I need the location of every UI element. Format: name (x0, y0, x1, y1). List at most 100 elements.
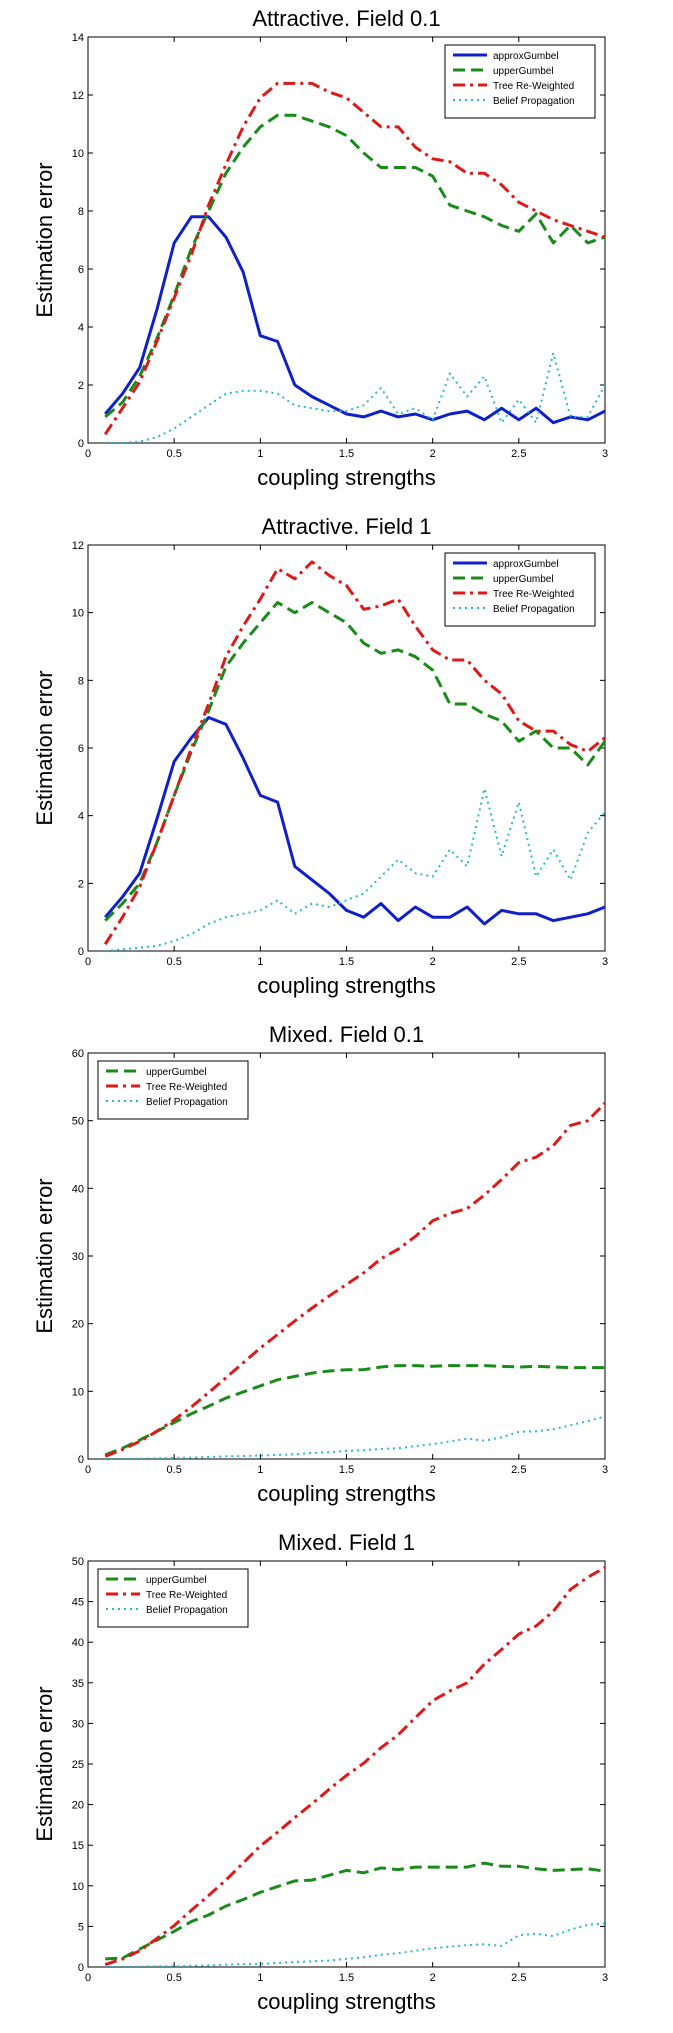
legend-entry: approxGumbel (493, 51, 559, 62)
y-tick-label: 15 (72, 1840, 84, 1852)
y-axis-label: Estimation error (32, 670, 57, 825)
x-axis-label: coupling strengths (257, 973, 436, 998)
series-line-tree-re-weighted (103, 81, 605, 436)
y-tick-label: 10 (72, 1386, 84, 1398)
legend-entry: Belief Propagation (493, 604, 575, 615)
x-tick-label: 1.5 (339, 448, 354, 460)
legend-entry: Belief Propagation (146, 1605, 228, 1616)
y-tick-label: 4 (78, 322, 84, 334)
x-tick-label: 2 (430, 956, 436, 968)
x-tick-label: 3 (602, 1972, 608, 1984)
x-tick-label: 2.5 (511, 1464, 526, 1476)
y-tick-label: 6 (78, 264, 84, 276)
x-axis-label: coupling strengths (257, 465, 436, 490)
legend-entry: Belief Propagation (493, 96, 575, 107)
series-line-uppergumbel (104, 113, 605, 419)
x-tick-label: 3 (602, 956, 608, 968)
chart-svg: Attractive. Field 1 0 0.5 1 1.5 2 2.5 3 0 2 4 6 8 10 1… (32, 514, 608, 998)
y-tick-label: 4 (78, 811, 84, 823)
y-tick-label: 8 (78, 206, 84, 218)
x-tick-label: 2 (430, 1464, 436, 1476)
legend-box (444, 552, 596, 627)
x-tick-label: 2 (430, 448, 436, 460)
y-tick-label: 12 (72, 90, 84, 102)
x-tick-label: 0.5 (167, 1972, 182, 1984)
y-tick-label: 20 (72, 1319, 84, 1331)
legend: upperGumbel Tree Re-Weighted Belief Propag… (97, 1568, 249, 1628)
y-tick-label: 50 (72, 1556, 84, 1568)
x-tick-label: 0 (85, 1972, 91, 1984)
legend: approxGumbel upperGumbel Tree Re-Weighted B… (444, 44, 596, 119)
x-axis-label: coupling strengths (257, 1989, 436, 2014)
chart-panel: Mixed. Field 0.1 0 0.5 1 1.5 2 2.5 3 0 10 20 30 40 50… (0, 1016, 673, 1524)
plot-area (87, 1560, 606, 1968)
y-tick-label: 30 (72, 1718, 84, 1730)
series-line-uppergumbel (104, 1364, 605, 1457)
legend-box (97, 1060, 249, 1120)
legend-entry: Belief Propagation (146, 1097, 228, 1108)
legend: upperGumbel Tree Re-Weighted Belief Propag… (97, 1060, 249, 1120)
y-tick-label: 5 (78, 1921, 84, 1933)
y-tick-label: 0 (78, 946, 84, 958)
y-tick-label: 10 (72, 1881, 84, 1893)
y-tick-label: 8 (78, 675, 84, 687)
series-line-tree-re-weighted (103, 560, 605, 946)
legend-entry: upperGumbel (146, 1575, 207, 1586)
x-axis-label: coupling strengths (257, 1481, 436, 1506)
x-tick-label: 1.5 (339, 1972, 354, 1984)
y-tick-label: 2 (78, 878, 84, 890)
x-tick-label: 1.5 (339, 956, 354, 968)
series-line-tree-re-weighted (104, 1566, 605, 1967)
y-tick-label: 45 (72, 1597, 84, 1609)
legend-entry: approxGumbel (493, 559, 559, 570)
y-tick-label: 10 (72, 608, 84, 620)
y-tick-label: 25 (72, 1759, 84, 1771)
y-tick-label: 14 (72, 32, 84, 44)
y-tick-label: 0 (78, 1962, 84, 1974)
chart-panel: Attractive. Field 1 0 0.5 1 1.5 2 2.5 3 0 2 4 6 8 10 1… (0, 508, 673, 1016)
x-tick-label: 1 (257, 1972, 263, 1984)
x-tick-label: 0.5 (167, 1464, 182, 1476)
legend-entry: upperGumbel (493, 574, 554, 585)
series-line-approxgumbel (104, 215, 605, 425)
chart-title: Attractive. Field 0.1 (252, 6, 440, 31)
x-tick-label: 1 (257, 956, 263, 968)
series-line-belief-propagation (105, 787, 605, 951)
x-tick-label: 0 (85, 1464, 91, 1476)
legend-entry: upperGumbel (493, 66, 554, 77)
series-line-uppergumbel (105, 1861, 605, 1961)
legend-box (97, 1568, 249, 1628)
series-line-belief-propagation (105, 1922, 605, 1967)
x-tick-label: 0.5 (167, 956, 182, 968)
x-tick-label: 3 (602, 1464, 608, 1476)
series-line-approxgumbel (104, 716, 605, 926)
y-tick-label: 0 (78, 438, 84, 450)
chart-panel: Mixed. Field 1 0 0.5 1 1.5 2 2.5 3 0 5 10 15 20 25 30 3… (0, 1524, 673, 2032)
x-tick-label: 2.5 (511, 956, 526, 968)
x-tick-label: 3 (602, 448, 608, 460)
x-tick-label: 1 (257, 448, 263, 460)
chart-svg: Attractive. Field 0.1 0 0.5 1 1.5 2 2.5 3 0 2 4 6 8 1… (32, 6, 608, 490)
legend-entry: upperGumbel (146, 1067, 207, 1078)
chart-svg: Mixed. Field 0.10 0.5 1 1.5 2 2.5 301020304050… (32, 1022, 608, 1506)
x-tick-label: 2 (430, 1972, 436, 1984)
legend: approxGumbel upperGumbel Tree Re-Weighted B… (444, 552, 596, 627)
chart-title: Mixed. Field 1 (278, 1530, 415, 1555)
y-tick-label: 60 (72, 1048, 84, 1060)
chart-svg: Mixed. Field 10 0.5 1 1.5 2 2.5 30510152025303… (32, 1530, 608, 2014)
x-tick-label: 1.5 (339, 1464, 354, 1476)
x-tick-label: 2.5 (511, 1972, 526, 1984)
y-tick-label: 50 (72, 1116, 84, 1128)
x-tick-label: 0 (85, 956, 91, 968)
y-tick-label: 12 (72, 540, 84, 552)
y-tick-label: 30 (72, 1251, 84, 1263)
y-axis-label: Estimation error (32, 1178, 57, 1333)
y-axis-label: Estimation error (32, 162, 57, 317)
series-line-tree-re-weighted (104, 1102, 605, 1458)
legend-entry: Tree Re-Weighted (493, 589, 574, 600)
x-tick-label: 0 (85, 448, 91, 460)
y-axis-label: Estimation error (32, 1686, 57, 1841)
legend-entry: Tree Re-Weighted (146, 1590, 227, 1601)
y-tick-label: 0 (78, 1454, 84, 1466)
x-tick-label: 2.5 (511, 448, 526, 460)
